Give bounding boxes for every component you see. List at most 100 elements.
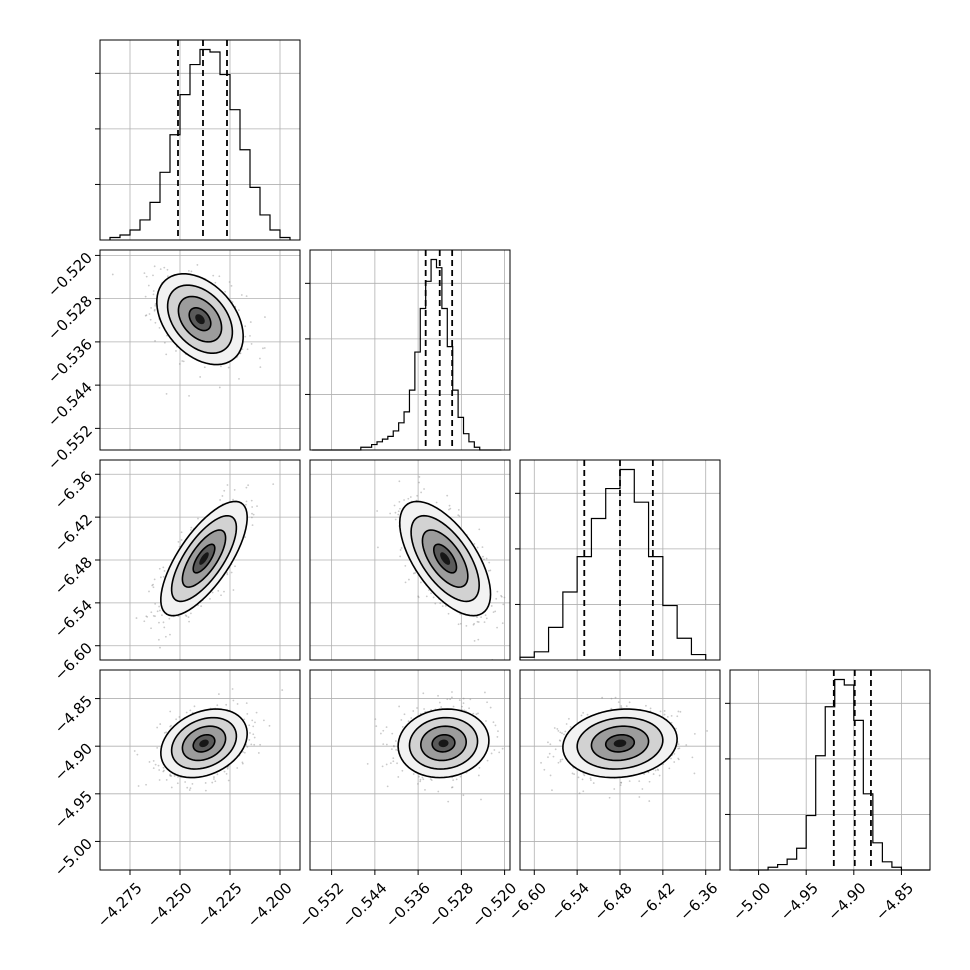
scatter-point [184, 781, 187, 783]
scatter-point [652, 773, 655, 775]
scatter-point [608, 796, 611, 799]
scatter-point [625, 705, 628, 708]
contour-line-4 [398, 500, 492, 617]
scatter-point [163, 341, 166, 344]
scatter-point [154, 304, 157, 307]
scatter-point [469, 698, 472, 701]
scatter-point [582, 790, 585, 793]
scatter-point [567, 717, 570, 720]
scatter-point [569, 725, 572, 728]
scatter-point [476, 620, 479, 623]
scatter-point [647, 771, 650, 774]
scatter-point [189, 529, 192, 531]
scatter-point [430, 592, 432, 595]
scatter-point [181, 360, 184, 362]
scatter-point [425, 595, 428, 598]
scatter-point [204, 789, 207, 792]
scatter-point [170, 775, 173, 777]
scatter-point [232, 589, 235, 591]
scatter-point [254, 721, 256, 724]
scatter-point [493, 749, 496, 751]
scatter-point [200, 605, 203, 608]
scatter-point [268, 724, 271, 727]
scatter-point [620, 781, 623, 784]
scatter-point [501, 747, 504, 750]
scatter-point [654, 769, 657, 772]
scatter-point [146, 615, 149, 618]
scatter-point [494, 724, 497, 727]
scatter-point [494, 610, 497, 613]
scatter-point [473, 639, 476, 642]
scatter-point [659, 710, 662, 713]
scatter-point [163, 266, 166, 269]
scatter-point [673, 761, 676, 763]
scatter-point [263, 347, 266, 349]
scatter-point [422, 778, 425, 781]
scatter-point [221, 495, 224, 497]
scatter-point [385, 726, 388, 729]
scatter-point [586, 713, 589, 716]
scatter-point [225, 772, 228, 775]
scatter-point [188, 394, 190, 397]
scatter-point [204, 782, 207, 784]
scatter-point [163, 570, 166, 572]
scatter-point [151, 584, 154, 587]
scatter-point [182, 360, 185, 363]
scatter-point [186, 786, 189, 789]
scatter-point [170, 724, 172, 727]
scatter-point [392, 744, 395, 747]
scatter-point [432, 596, 435, 599]
scatter-point [549, 743, 552, 746]
scatter-point [237, 309, 240, 312]
scatter-point [152, 583, 154, 586]
scatter-point [500, 595, 503, 598]
scatter-point [226, 572, 228, 574]
scatter-point [248, 739, 251, 741]
scatter-point [480, 798, 482, 801]
scatter-point [557, 730, 560, 732]
scatter-point [211, 781, 214, 784]
scatter-point [437, 694, 439, 697]
scatter-point [242, 751, 244, 753]
scatter-point [143, 272, 146, 275]
scatter-point [169, 633, 171, 636]
scatter-point [589, 777, 592, 780]
scatter-point [447, 800, 450, 803]
scatter-point [412, 572, 415, 575]
scatter-point [241, 762, 244, 765]
scatter-point [396, 762, 398, 765]
scatter-point [180, 539, 183, 541]
scatter-point [156, 726, 159, 729]
scatter-point [465, 624, 468, 627]
scatter-point [170, 786, 173, 789]
scatter-point [184, 614, 187, 617]
scatter-point [150, 627, 152, 630]
scatter-point [136, 753, 139, 756]
scatter-point [617, 701, 620, 704]
scatter-point [238, 378, 240, 380]
scatter-point [150, 611, 153, 614]
scatter-point [143, 620, 146, 623]
panel-frame [99, 249, 301, 451]
scatter-point [366, 763, 369, 765]
scatter-point [224, 290, 227, 293]
x-tick-label: −6.42 [633, 879, 678, 924]
scatter-point [259, 357, 261, 360]
scatter-point [216, 773, 219, 776]
scatter-point [419, 581, 422, 584]
scatter-point [251, 719, 254, 722]
scatter-point [677, 747, 680, 750]
scatter-point [483, 558, 485, 561]
scatter-point [418, 775, 420, 778]
scatter-point [620, 781, 623, 784]
x-tick-label: −4.85 [872, 879, 917, 924]
scatter-point [543, 768, 546, 771]
scatter-point [561, 732, 563, 735]
scatter-point [227, 366, 230, 369]
scatter-point [472, 712, 475, 715]
scatter-point [250, 743, 253, 746]
scatter-point [250, 499, 253, 502]
contour-line-2 [420, 725, 468, 762]
contour-line-1 [432, 543, 458, 574]
scatter-point [227, 779, 230, 782]
